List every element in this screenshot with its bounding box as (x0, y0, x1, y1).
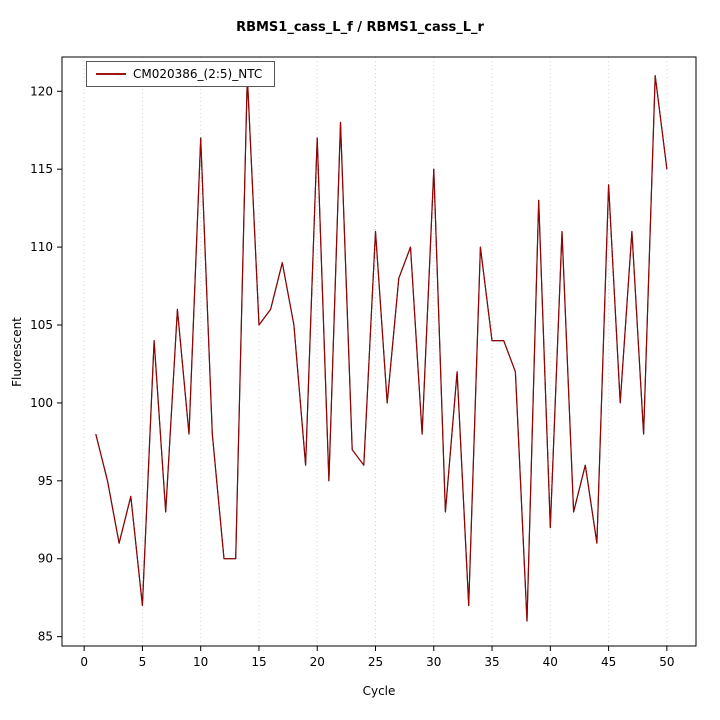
x-tick-label: 5 (139, 655, 147, 669)
y-tick-label: 110 (30, 240, 53, 254)
x-axis-ticks: 0 5 10 15 20 25 30 35 40 45 50 (80, 646, 675, 669)
x-tick-label: 45 (601, 655, 616, 669)
x-tick-label: 40 (543, 655, 558, 669)
y-tick-label: 90 (38, 552, 53, 566)
x-tick-label: 15 (251, 655, 266, 669)
plot-border (61, 56, 697, 647)
y-tick-label: 115 (30, 162, 53, 176)
series-line (95, 75, 668, 622)
chart-title: RBMS1_cass_L_f / RBMS1_cass_L_r (236, 20, 484, 35)
y-axis-label: Fluorescent (10, 317, 24, 387)
legend: CM020386_(2:5)_NTC (86, 61, 276, 87)
x-tick-label: 20 (310, 655, 325, 669)
y-axis-ticks: 85 90 95 100 105 110 115 120 (30, 84, 62, 644)
x-tick-label: 10 (193, 655, 208, 669)
x-axis-label: Cycle (362, 684, 396, 698)
x-tick-label: 30 (426, 655, 441, 669)
x-tick-label: 35 (484, 655, 499, 669)
x-tick-label: 0 (80, 655, 88, 669)
y-tick-label: 95 (38, 474, 53, 488)
x-tick-label: 50 (659, 655, 674, 669)
gridlines (83, 57, 668, 646)
y-tick-label: 120 (30, 84, 53, 98)
y-tick-label: 85 (38, 630, 53, 644)
legend-entry-label: CM020386_(2:5)_NTC (133, 67, 263, 81)
y-tick-label: 100 (30, 396, 53, 410)
y-tick-label: 105 (30, 318, 53, 332)
x-tick-label: 25 (368, 655, 383, 669)
legend-line-sample (96, 73, 126, 75)
